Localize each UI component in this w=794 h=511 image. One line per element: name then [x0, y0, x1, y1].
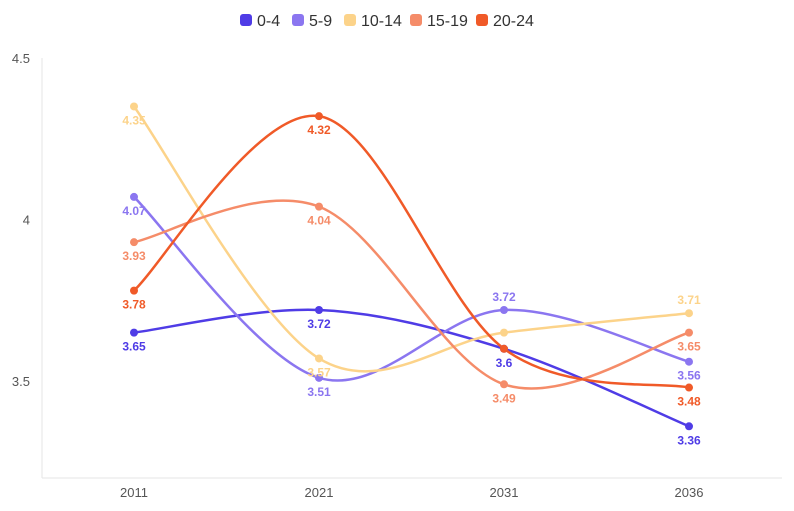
data-point-10-14[interactable]: [130, 102, 138, 111]
data-point-10-14[interactable]: [685, 309, 693, 318]
data-label-20-24: 4.32: [307, 123, 331, 137]
data-label-15-19: 3.65: [677, 340, 701, 354]
y-tick-labels: 3.5 4 4.5: [12, 51, 30, 389]
data-label-20-24: 3.78: [122, 298, 146, 312]
legend-label: 5-9: [309, 13, 332, 30]
data-label-15-19: 3.49: [492, 391, 516, 405]
data-point-0-4[interactable]: [130, 328, 138, 337]
data-point-15-19[interactable]: [130, 238, 138, 247]
data-point-15-19[interactable]: [685, 328, 693, 337]
series-line-15-19: [132, 199, 691, 390]
data-label-10-14: 3.71: [677, 293, 701, 307]
series-line-0-4: [132, 308, 691, 428]
x-tick-label: 2011: [120, 485, 148, 500]
y-tick-label: 3.5: [12, 374, 30, 389]
data-label-0-4: 3.36: [677, 433, 701, 447]
data-point-15-19[interactable]: [500, 380, 508, 389]
legend-swatch: [240, 14, 252, 26]
data-label-20-24: 3.48: [677, 395, 701, 409]
data-point-5-9[interactable]: [500, 306, 508, 314]
data-point-20-24[interactable]: [685, 383, 693, 392]
data-label-5-9: 3.51: [307, 385, 331, 399]
data-label-0-4: 3.6: [496, 356, 513, 370]
x-tick-labels: 2011 2021 2031 2036: [120, 485, 703, 500]
legend-label: 15-19: [427, 13, 468, 30]
legend-swatch: [292, 14, 304, 26]
data-label-10-14: 3.57: [307, 365, 331, 379]
legend-label: 0-4: [257, 13, 280, 30]
data-point-0-4[interactable]: [315, 306, 323, 314]
y-tick-label: 4.5: [12, 51, 30, 66]
data-label-10-14: 4.35: [122, 113, 146, 127]
x-tick-label: 2036: [675, 485, 704, 500]
legend-swatch: [410, 14, 422, 26]
legend-item-10-14[interactable]: 10-14: [344, 13, 402, 30]
series-points: [130, 102, 693, 431]
legend: 0-4 5-9 10-14 15-19 20-24: [240, 13, 534, 30]
series-line-5-9: [132, 195, 691, 382]
data-point-15-19[interactable]: [315, 202, 323, 211]
x-tick-label: 2021: [305, 485, 334, 500]
legend-item-5-9[interactable]: 5-9: [292, 13, 332, 30]
data-labels: 3.65 3.72 3.6 3.36 4.07 3.51 3.72 3.56 4.35 3.57 3…: [122, 113, 701, 447]
legend-label: 20-24: [493, 13, 534, 30]
axes: [41, 58, 782, 479]
data-label-0-4: 3.65: [122, 340, 146, 354]
series-line-10-14: [132, 105, 691, 373]
data-point-20-24[interactable]: [130, 286, 138, 295]
x-tick-label: 2031: [490, 485, 519, 500]
series-lines: [132, 105, 691, 428]
legend-item-15-19[interactable]: 15-19: [410, 13, 468, 30]
data-point-5-9[interactable]: [315, 373, 323, 382]
data-point-0-4[interactable]: [685, 422, 693, 431]
legend-swatch: [344, 14, 356, 26]
data-label-0-4: 3.72: [307, 317, 331, 331]
data-label-15-19: 3.93: [122, 249, 146, 263]
data-point-10-14[interactable]: [500, 328, 508, 337]
data-point-5-9[interactable]: [130, 192, 138, 201]
y-tick-label: 4: [23, 213, 30, 228]
legend-item-20-24[interactable]: 20-24: [476, 13, 534, 30]
data-label-5-9: 3.72: [492, 290, 516, 304]
series-line-20-24: [132, 114, 691, 389]
data-point-5-9[interactable]: [685, 357, 693, 366]
data-point-10-14[interactable]: [315, 354, 323, 363]
data-label-5-9: 4.07: [122, 204, 146, 218]
legend-swatch: [476, 14, 488, 26]
data-label-15-19: 4.04: [307, 214, 331, 228]
legend-label: 10-14: [361, 13, 402, 30]
data-point-20-24[interactable]: [315, 112, 323, 121]
legend-item-0-4[interactable]: 0-4: [240, 13, 280, 30]
data-point-20-24[interactable]: [500, 344, 508, 353]
data-label-5-9: 3.56: [677, 369, 701, 383]
